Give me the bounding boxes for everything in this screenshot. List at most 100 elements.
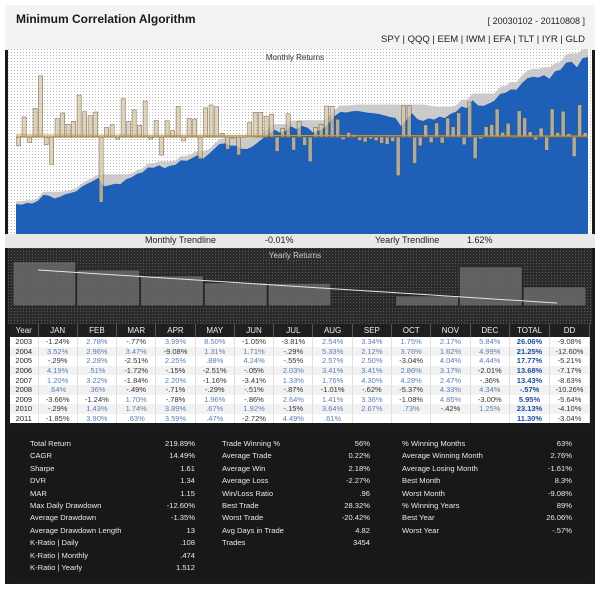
month-cell: 1.70% <box>116 394 157 405</box>
table-header-cell: OCT <box>391 324 432 337</box>
table-header-cell: JUN <box>234 324 275 337</box>
drawdown-cell: -8.63% <box>549 375 590 385</box>
month-cell: 1.20% <box>38 375 78 385</box>
monthly-bar <box>54 118 60 138</box>
stat-value: -1.61% <box>547 463 572 473</box>
monthly-trendline-label: Monthly Trendline <box>145 235 217 245</box>
stat-value: 2.18% <box>348 463 370 473</box>
month-cell: 2.67% <box>352 404 393 414</box>
stat-row: Best Year 26.06% <box>402 513 572 525</box>
stat-label: Worst Month <box>402 488 445 498</box>
stat-row: Sharpe 1.61 <box>30 464 195 476</box>
month-cell: 1.62% <box>430 346 471 357</box>
monthly-bar <box>390 136 396 142</box>
monthly-bar <box>461 136 467 146</box>
month-cell: -1.16% <box>195 375 235 385</box>
stat-value: 4.82 <box>355 525 370 535</box>
monthly-bar <box>428 136 434 143</box>
monthly-bar <box>571 136 577 157</box>
month-cell: -.71% <box>155 384 196 395</box>
month-cell: 1.41% <box>312 394 353 405</box>
month-cell: .61% <box>312 413 353 424</box>
monthly-bar <box>357 136 363 141</box>
monthly-bar <box>577 104 582 138</box>
month-cell: -.29% <box>38 356 78 366</box>
total-cell: 21.25% <box>509 346 550 357</box>
table-row: 2011 -1.85% 3.90% .63% 3.59% .47% -2.72% 4.49%.… <box>10 413 590 424</box>
monthly-bar <box>549 108 555 138</box>
month-cell: 5.33% <box>312 346 353 357</box>
month-cell: 8.50% <box>195 337 235 347</box>
yearly-trendline-label: Yearly Trendline <box>375 235 440 245</box>
monthly-bar <box>153 120 159 138</box>
month-cell <box>352 413 393 424</box>
monthly-bar <box>307 136 313 162</box>
monthly-bar <box>516 110 522 138</box>
month-cell: .64% <box>38 384 78 395</box>
yearly-trendline <box>37 269 558 304</box>
month-cell: -1.84% <box>116 375 157 385</box>
monthly-bar <box>32 107 38 138</box>
table-header-cell: DEC <box>470 324 511 337</box>
stat-label: K-Ratio | Yearly <box>30 563 83 572</box>
stat-value: 63% <box>556 439 572 448</box>
stat-value: 8.3% <box>554 476 572 486</box>
stat-value: 219.89% <box>165 439 195 448</box>
monthly-bar <box>181 136 187 142</box>
month-cell: 1.25% <box>470 404 511 414</box>
stat-row: DVR 1.34 <box>30 476 195 488</box>
stat-label: Trades <box>222 538 246 548</box>
month-cell: -1.72% <box>116 365 157 376</box>
table-row: 2009 -3.66% -1.24% 1.70% -.78% 1.96% -.86% 2.64… <box>10 394 590 405</box>
table-row: 2007 1.20% 3.22% -1.84% 2.20% -1.16% -3.41% 1.3… <box>10 375 590 385</box>
table-row: 2005 -.29% 2.28% -2.51% 2.25% .88% 4.24% -.55% 2… <box>10 356 590 366</box>
stat-row: Average Drawdown Length 13 <box>30 526 195 538</box>
month-cell: -1.08% <box>391 394 432 405</box>
month-cell: -2.51% <box>116 356 157 366</box>
monthly-bar <box>302 136 308 146</box>
month-cell: 3.76% <box>391 346 432 357</box>
stat-row: Best Month 8.3% <box>402 476 572 488</box>
yearly-bar <box>76 269 141 307</box>
month-cell: .63% <box>116 413 157 424</box>
drawdown-cell: -7.17% <box>549 365 590 376</box>
monthly-bar <box>423 124 429 138</box>
monthly-bar <box>225 136 231 150</box>
table-header-cell: DD <box>549 324 590 337</box>
month-cell: -1.24% <box>38 337 78 347</box>
stat-row: Max Daily Drawdown -12.60% <box>30 501 195 513</box>
month-cell: -3.66% <box>38 394 78 405</box>
month-cell: -1.05% <box>234 337 275 347</box>
monthly-bar <box>43 136 49 145</box>
stat-label: Average Win <box>222 463 266 473</box>
monthly-bar <box>192 118 198 138</box>
month-cell: -.78% <box>155 394 196 405</box>
table-body: 2003 -1.24% 2.78% -.77% 3.99% 8.50% -1.05% -3.8… <box>10 337 590 424</box>
stat-value: .108 <box>180 538 195 548</box>
year-cell: 2011 <box>10 413 39 424</box>
stat-value: 1.34 <box>180 476 195 486</box>
month-cell: 3.99% <box>155 337 196 347</box>
stat-row: MAR 1.15 <box>30 489 195 501</box>
year-cell: 2007 <box>10 375 39 385</box>
month-cell: -1.01% <box>312 384 353 395</box>
month-cell: 2.64% <box>273 394 314 405</box>
month-cell: 1.74% <box>116 404 157 414</box>
table-row: 2004 3.52% 2.96% 3.47% -9.08% 1.31% 1.71% -.29%… <box>10 346 590 357</box>
monthly-bar <box>566 133 571 138</box>
monthly-bar <box>159 136 165 156</box>
stat-row: K-Ratio | Daily .108 <box>30 538 195 550</box>
stat-value: 1.15 <box>180 488 195 498</box>
monthly-bar <box>236 136 242 156</box>
month-cell: 3.52% <box>38 346 78 357</box>
stat-label: Worst Trade <box>222 513 264 523</box>
month-cell: 1.75% <box>391 337 432 347</box>
monthly-bar <box>87 115 93 138</box>
monthly-bar <box>269 113 275 138</box>
yearly-bar <box>458 266 523 307</box>
month-cell: -2.51% <box>195 365 235 376</box>
yearly-bar <box>140 275 204 307</box>
table-row: 2008.64% .36% -.49% -.71% -.29% -.51% -.87% -1.… <box>10 384 590 395</box>
monthly-bar <box>164 120 170 138</box>
month-cell: -.77% <box>116 337 157 347</box>
